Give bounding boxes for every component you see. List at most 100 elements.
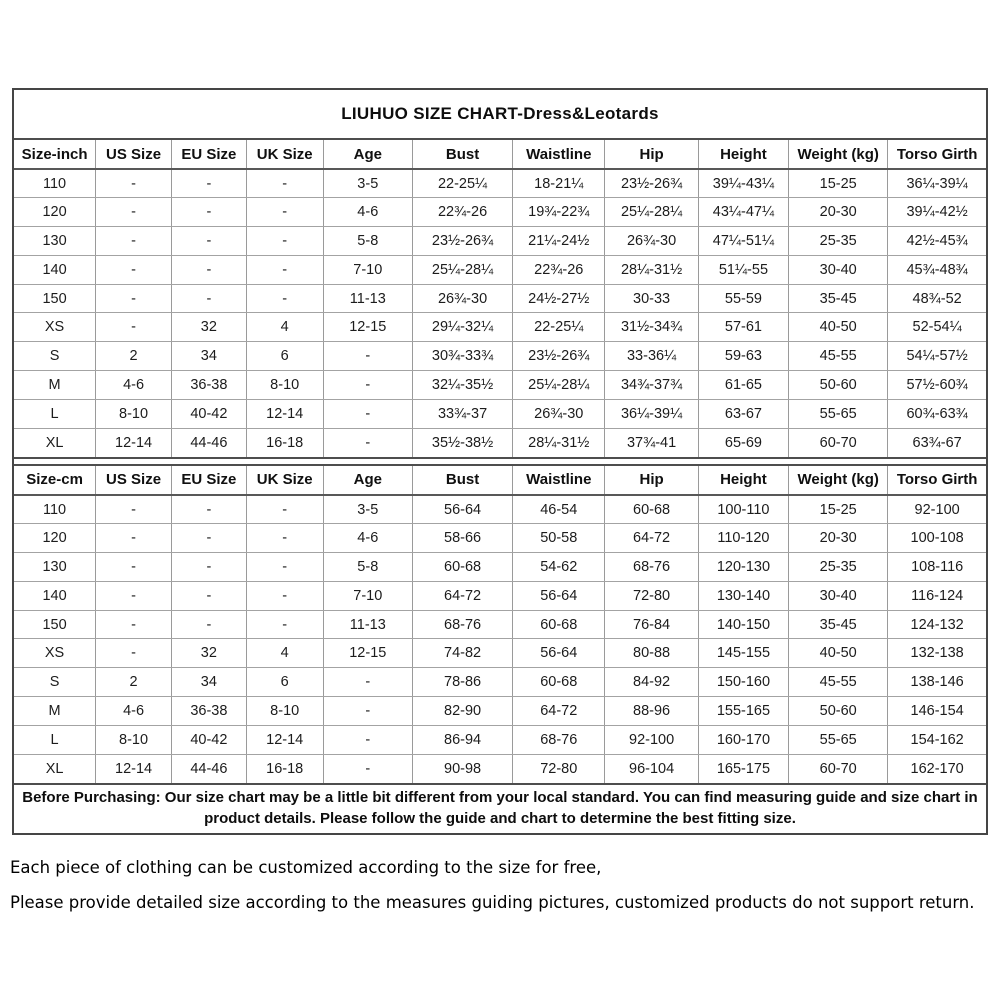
table-cell: 140 xyxy=(14,581,97,611)
table-cell: 4 xyxy=(246,312,324,343)
table-row: 130- - -5-8 23½-26¾ 21¼-24½ 26¾-30 47¼-51¼ 25-3… xyxy=(14,226,986,256)
table-cell: 25¼-28¼ xyxy=(412,255,514,285)
table-cell: 64-72 xyxy=(512,696,606,726)
column-header: Bust xyxy=(412,140,514,170)
column-header: Size-inch xyxy=(14,140,97,170)
table-cell: 92-100 xyxy=(604,725,699,755)
table-cell: M xyxy=(14,696,97,726)
table-cell: - xyxy=(95,523,172,554)
table-cell: 20-30 xyxy=(788,197,889,228)
table-cell: 15-25 xyxy=(788,169,889,199)
table-row: XS -32 4 12-15 74-82 56-64 80-88 145-155 40-50 13… xyxy=(14,638,986,669)
column-header: Height xyxy=(698,465,790,496)
table-cell: - xyxy=(246,255,324,285)
table-cell: 4-6 xyxy=(95,370,172,400)
table-cell: 45-55 xyxy=(788,667,889,698)
table-cell: - xyxy=(171,610,247,640)
table-cell: 60¾-63¾ xyxy=(887,399,986,429)
table-cell: 8-10 xyxy=(95,399,172,429)
table-cell: 78-86 xyxy=(412,667,514,698)
table-cell: 150-160 xyxy=(698,667,790,698)
table-cell: 32¼-35½ xyxy=(412,370,514,400)
table-cell: 11-13 xyxy=(323,610,414,640)
table-cell: 63-67 xyxy=(698,399,790,429)
table-cell: 110-120 xyxy=(698,523,790,554)
table-cell: - xyxy=(171,197,247,228)
column-header: EU Size xyxy=(171,140,247,170)
table-cell: 92-100 xyxy=(887,494,986,525)
table-cell: 40-50 xyxy=(788,638,889,669)
column-header: UK Size xyxy=(246,465,324,496)
table-cell: S xyxy=(14,667,97,698)
table-cell: 16-18 xyxy=(246,754,324,783)
table-cell: 43¼-47¼ xyxy=(698,197,790,228)
table-cell: 34 xyxy=(171,667,247,698)
table-cell: - xyxy=(171,581,247,611)
table-cell: 3-5 xyxy=(323,494,414,525)
table-cell: 60-70 xyxy=(788,754,889,783)
table-row: S 2 34 6-78-86 60-68 84-92 150-160 45-55 138-146 xyxy=(14,667,986,698)
table-cell: - xyxy=(95,169,172,199)
table-cell: - xyxy=(95,610,172,640)
table-cell: 22-25¼ xyxy=(512,312,606,343)
customization-note-line1: Each piece of clothing can be customized… xyxy=(10,858,602,877)
table-cell: 86-94 xyxy=(412,725,514,755)
table-cell: 68-76 xyxy=(412,610,514,640)
table-cell: 63¾-67 xyxy=(912,434,962,451)
column-header: Torso Girth xyxy=(887,140,986,170)
table-cell: 12-14 xyxy=(246,399,324,429)
table-cell: 40-42 xyxy=(171,725,247,755)
table-cell: - xyxy=(171,523,247,554)
table-row: M 4-6 36-38 8-10-32¼-35½ 25¼-28¼ 34¾-37¾ 61-65… xyxy=(14,370,986,400)
table-cell: 36-38 xyxy=(171,696,247,726)
table-cell: 57-61 xyxy=(698,312,790,343)
table-row: XL 12-14 44-46 16-18-35½-38½ 28¼-31½ 37¾-41 65… xyxy=(14,428,986,457)
table-cell: 7-10 xyxy=(323,255,414,285)
table-cell: 154-162 xyxy=(887,725,986,755)
table-cell: 31½-34¾ xyxy=(604,312,699,343)
table-cell: - xyxy=(246,197,324,228)
column-header: Torso Girth xyxy=(887,465,986,496)
table-cell: 19¾-22¾ xyxy=(512,197,606,228)
table-cell: 60-68 xyxy=(604,494,699,525)
table-cell: 150 xyxy=(14,284,97,314)
table-cell: 30¾-33¾ xyxy=(412,341,514,372)
chart-title: LIUHUO SIZE CHART-Dress&Leotards xyxy=(14,90,986,140)
table-cell: 37¾-41 xyxy=(604,428,699,457)
table-cell: 90-98 xyxy=(412,754,514,783)
table-cell: - xyxy=(323,370,414,400)
table-cell: 22-25¼ xyxy=(412,169,514,199)
table-cell: 44-46 xyxy=(171,428,247,457)
table-cell: 3-5 xyxy=(323,169,414,199)
column-header: US Size xyxy=(95,465,172,496)
table-cell: 22¾-26 xyxy=(412,197,514,228)
table-cell: - xyxy=(323,667,414,698)
table-cell: - xyxy=(95,197,172,228)
table-cell: 130 xyxy=(14,226,97,256)
table-cell: 48¾-52 xyxy=(887,284,986,314)
column-header: Height xyxy=(698,140,790,170)
table-cell: 116-124 xyxy=(887,581,986,611)
table-cell: 57½-60¾ xyxy=(887,370,986,400)
table-cell: 51¼-55 xyxy=(698,255,790,285)
table-cell: 96-104 xyxy=(604,754,699,783)
table-cell: - xyxy=(95,638,172,669)
table-cell: 120 xyxy=(14,197,97,228)
table-cell: - xyxy=(323,399,414,429)
table-cell: 39¼-42½ xyxy=(887,197,986,228)
table-cell: - xyxy=(323,341,414,372)
table-cell: 20-30 xyxy=(788,523,889,554)
table-cell: 64-72 xyxy=(412,581,514,611)
table-cell: 2 xyxy=(95,341,172,372)
table-cell: 82-90 xyxy=(412,696,514,726)
table-cell: 8-10 xyxy=(246,370,324,400)
table-cell: - xyxy=(95,284,172,314)
table-cell: 58-66 xyxy=(412,523,514,554)
table-cell: - xyxy=(323,754,414,783)
table-cell: 33-36¼ xyxy=(604,341,699,372)
table-cell: - xyxy=(95,255,172,285)
table-cell: 34 xyxy=(171,341,247,372)
table-cell: 47¼-51¼ xyxy=(698,226,790,256)
column-header: Waistline xyxy=(512,465,606,496)
table-cell: 6 xyxy=(246,341,324,372)
